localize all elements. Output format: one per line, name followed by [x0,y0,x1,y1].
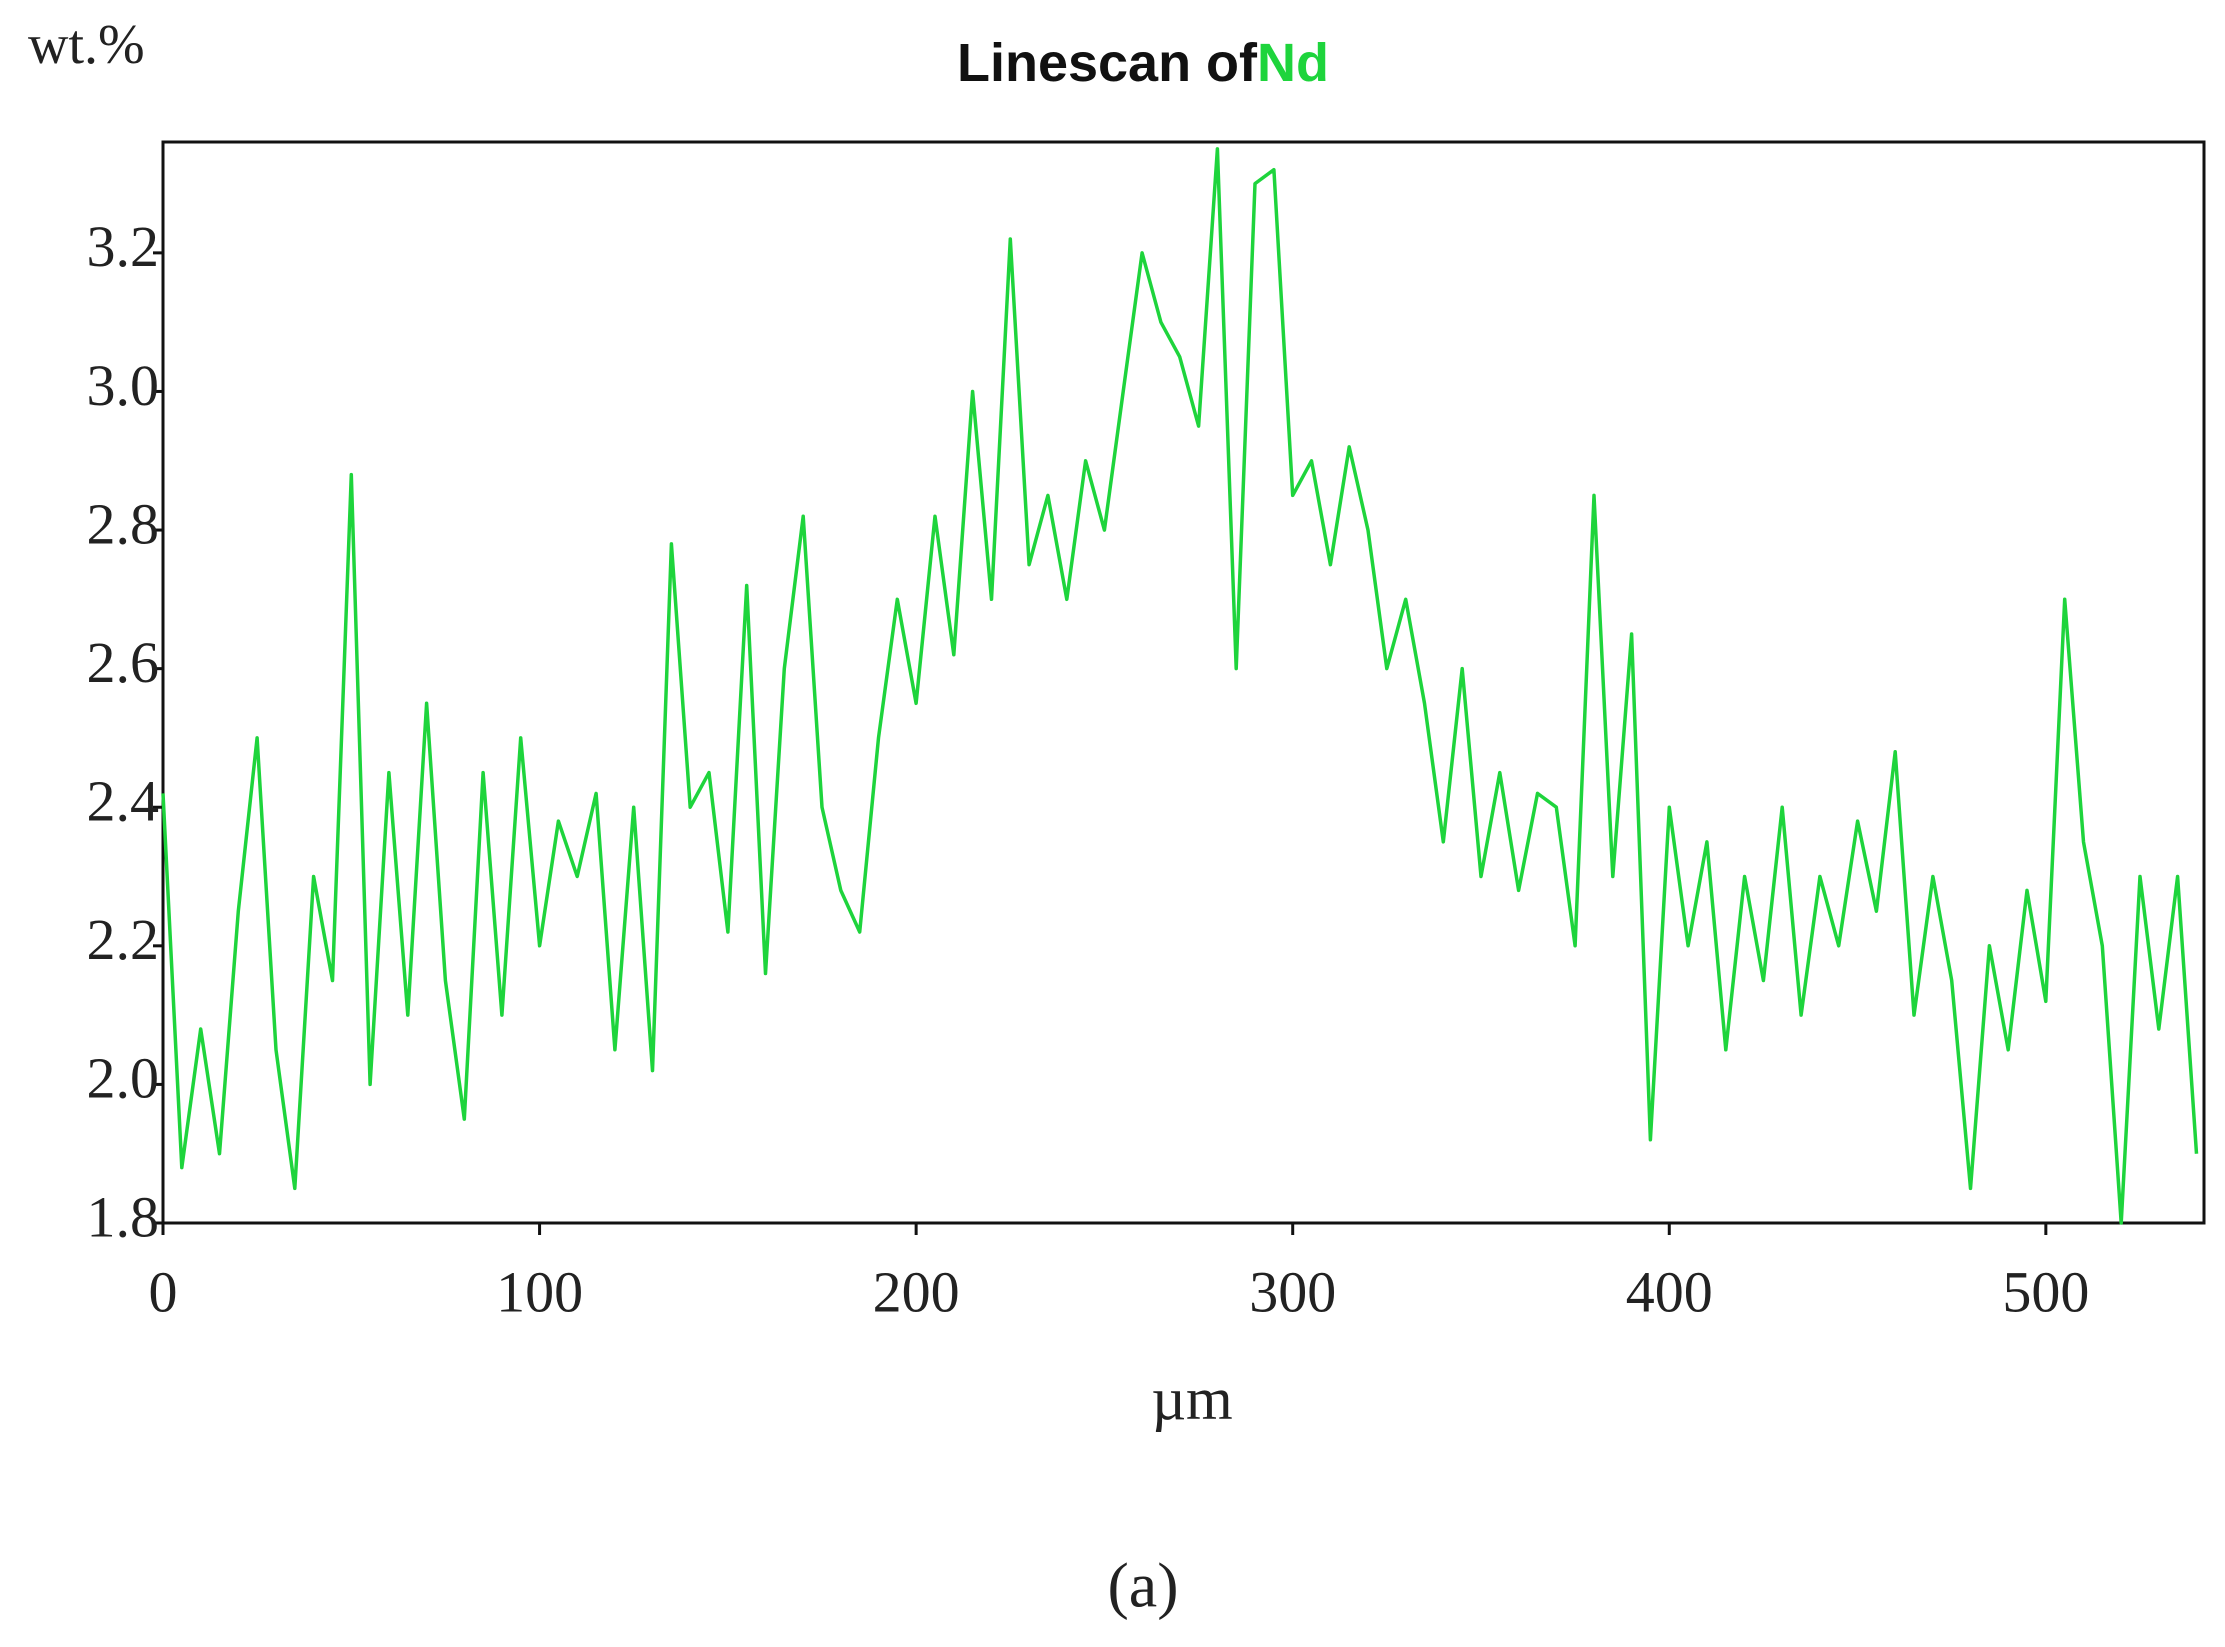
y-tick-label: 1.8 [87,1184,160,1249]
caption: (a) [1107,1550,1178,1621]
chart-title: Linescan ofNd [957,33,1329,93]
x-tick-label: 0 [149,1259,178,1324]
y-tick-label: 2.8 [87,491,160,556]
y-tick-label: 2.0 [87,1046,160,1111]
y-axis-label: wt.% [28,14,145,76]
plot-frame [161,140,2206,1225]
x-axis-label: µm [1151,1366,1232,1432]
x-tick-label: 400 [1626,1259,1713,1324]
x-tick-label: 300 [1249,1259,1336,1324]
y-tick-label: 2.2 [87,907,160,972]
x-tick-label: 200 [873,1259,960,1324]
title-element: Nd [1257,33,1329,93]
y-tick-label: 2.4 [87,769,160,834]
y-tick-label: 3.0 [87,353,160,418]
data-line [161,147,2199,1225]
x-tick-label: 100 [496,1259,583,1324]
x-tick-label: 500 [2002,1259,2089,1324]
y-tick-label: 3.2 [87,214,160,279]
title-text: Linescan of [957,33,1258,93]
y-tick-label: 2.6 [87,630,160,695]
